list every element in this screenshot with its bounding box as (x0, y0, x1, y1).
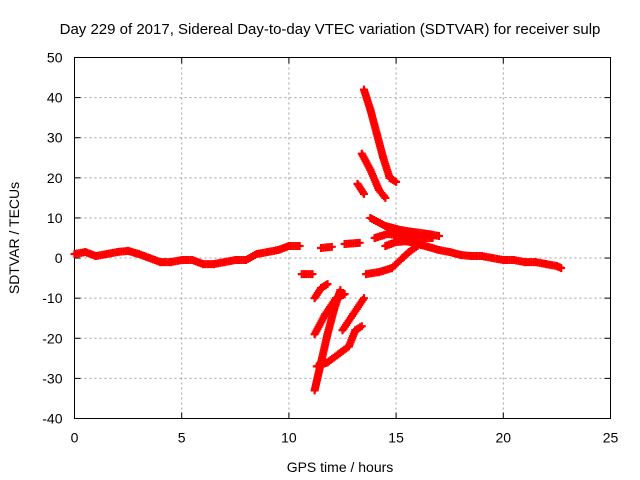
chart-title: Day 229 of 2017, Sidereal Day-to-day VTE… (60, 21, 601, 38)
y-tick-label: 20 (47, 170, 63, 186)
y-axis-label: SDTVAR / TECUs (6, 182, 22, 294)
data-point (392, 177, 401, 186)
series-rise-1 (359, 85, 401, 186)
series-rise-3 (353, 179, 368, 198)
x-tick-label: 15 (388, 430, 404, 446)
data-point (340, 290, 349, 299)
data-point (359, 189, 368, 198)
data-point (323, 280, 332, 289)
series-drop-5 (338, 294, 368, 335)
series-rise-5 (370, 229, 437, 242)
series-baseline-morning (70, 242, 304, 269)
y-tick-label: -20 (42, 330, 62, 346)
x-tick-label: 20 (496, 430, 512, 446)
data-point (355, 238, 364, 247)
y-tick-label: 50 (47, 50, 63, 66)
series-rise-2 (357, 149, 390, 202)
y-tick-label: 0 (55, 250, 63, 266)
y-tick-label: -40 (42, 411, 62, 427)
y-tick-label: -30 (42, 370, 62, 386)
data-points (70, 85, 566, 395)
y-tick-label: -10 (42, 290, 62, 306)
series-midday-3 (340, 238, 364, 249)
gridlines (74, 57, 611, 419)
data-point (557, 264, 566, 273)
x-tick-label: 10 (281, 430, 297, 446)
data-point (357, 322, 366, 331)
y-tick-label: 10 (47, 210, 63, 226)
data-point (308, 270, 317, 279)
y-tick-label: 30 (47, 130, 63, 146)
series-drop-2 (310, 286, 345, 395)
series-rise-4 (366, 213, 443, 240)
data-point (428, 234, 437, 242)
series-drop-3 (310, 290, 349, 339)
data-point (434, 231, 443, 240)
series-midday-1 (297, 270, 317, 279)
y-tick-label: 40 (47, 90, 63, 106)
plot-frame (74, 57, 611, 419)
series-rise-6 (362, 242, 422, 279)
x-axis-label: GPS time / hours (287, 459, 394, 475)
data-point (327, 242, 336, 251)
x-tick-label: 25 (603, 430, 619, 446)
series-drop-4 (312, 322, 366, 371)
series-midday-2 (317, 242, 336, 253)
data-point (381, 193, 390, 202)
x-tick-label: 0 (71, 430, 79, 446)
tick-labels: 0 5 10 15 20 25 -40 -30 -20 -10 0 10 20 30 40 50 (42, 50, 618, 446)
data-point (359, 294, 368, 303)
axis-ticks (74, 57, 611, 419)
series-drop-1 (310, 280, 332, 303)
x-tick-label: 5 (178, 430, 186, 446)
data-point (295, 242, 304, 251)
series-afternoon-tail (381, 237, 566, 273)
